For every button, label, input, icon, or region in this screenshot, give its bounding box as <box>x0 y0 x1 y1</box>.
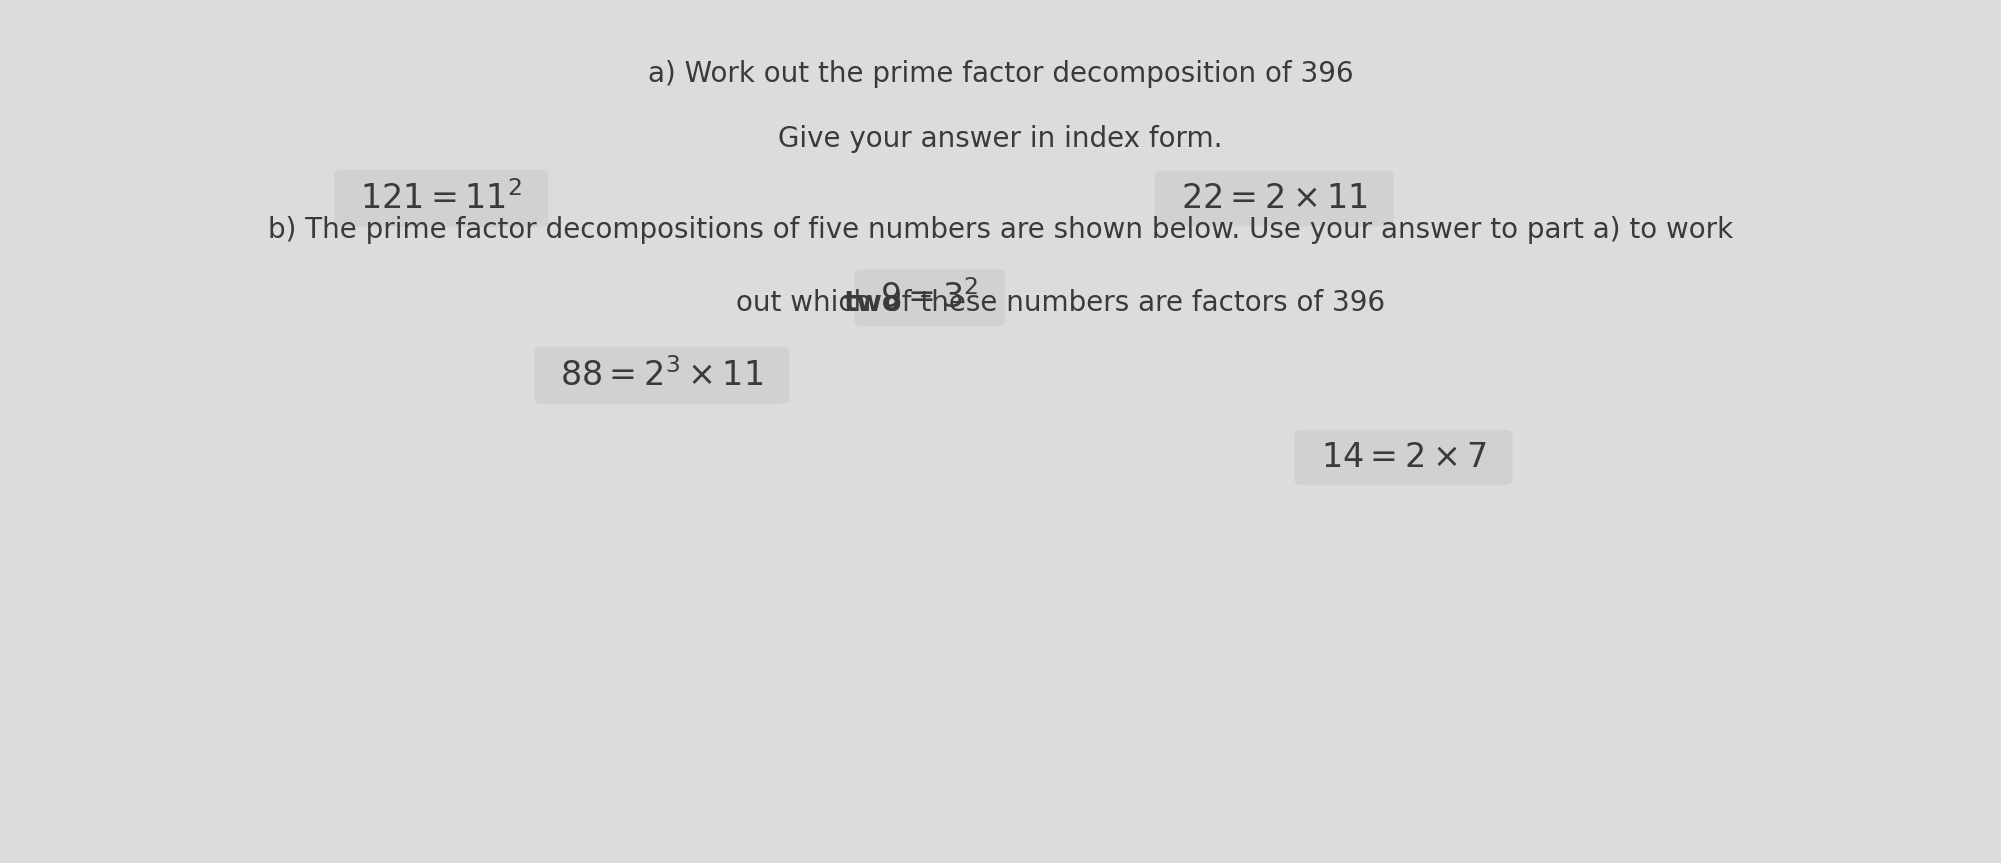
Text: a) Work out the prime factor decomposition of 396: a) Work out the prime factor decompositi… <box>648 60 1353 88</box>
Text: two: two <box>844 289 902 317</box>
FancyBboxPatch shape <box>334 170 548 227</box>
Text: out which: out which <box>736 289 880 317</box>
FancyBboxPatch shape <box>534 347 790 404</box>
Text: $14=2\times7$: $14=2\times7$ <box>1321 441 1487 474</box>
Text: $121=11^2$: $121=11^2$ <box>360 181 522 216</box>
FancyBboxPatch shape <box>1295 430 1513 485</box>
Text: b) The prime factor decompositions of five numbers are shown below. Use your ans: b) The prime factor decompositions of fi… <box>268 216 1733 243</box>
FancyBboxPatch shape <box>1155 171 1393 226</box>
Text: $22=2\times11$: $22=2\times11$ <box>1181 182 1367 215</box>
Text: $88=2^3\times11$: $88=2^3\times11$ <box>560 358 764 393</box>
Text: of these numbers are factors of 396: of these numbers are factors of 396 <box>876 289 1385 317</box>
FancyBboxPatch shape <box>854 269 1005 326</box>
Text: Give your answer in index form.: Give your answer in index form. <box>778 125 1223 153</box>
Text: $9=3^2$: $9=3^2$ <box>880 280 978 315</box>
